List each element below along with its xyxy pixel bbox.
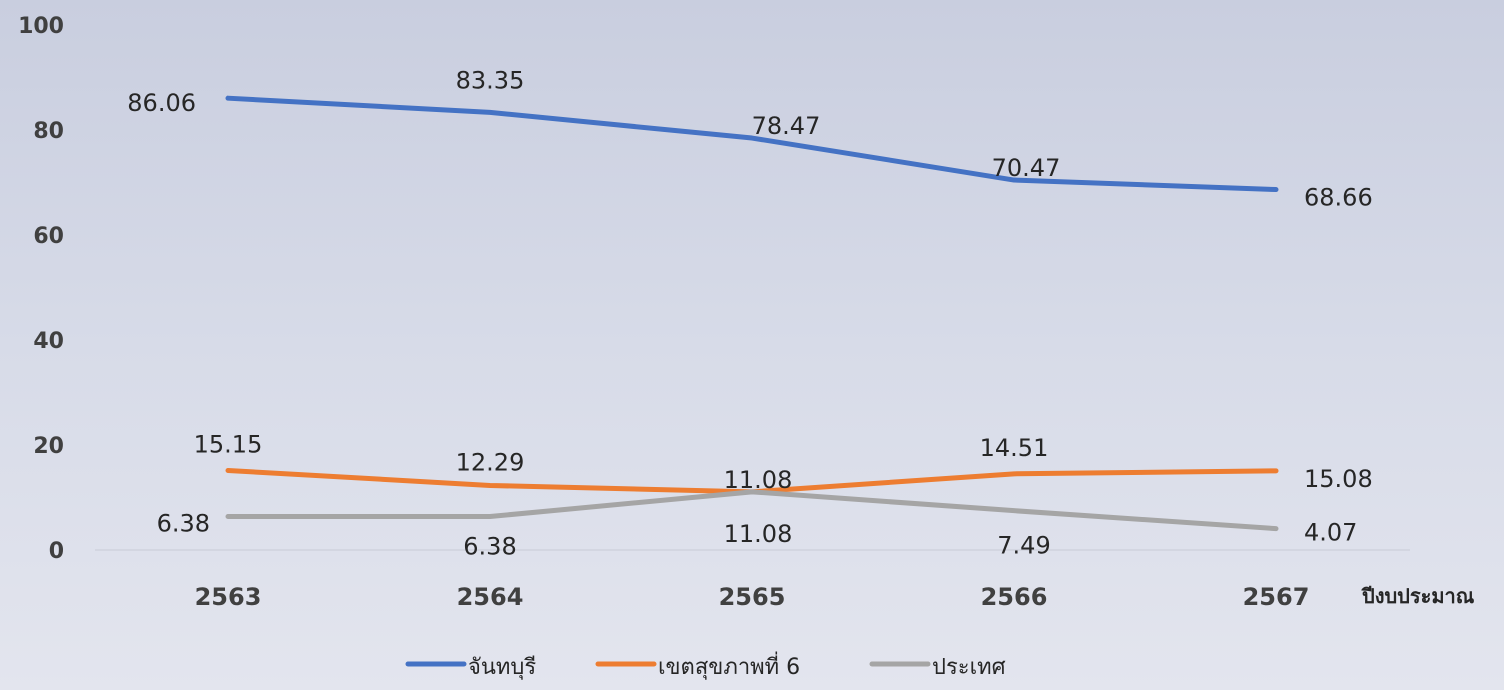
y-tick-label: 40 [33, 329, 64, 354]
data-label: 6.38 [463, 533, 516, 561]
data-label: 83.35 [456, 66, 525, 94]
data-label: 12.29 [456, 448, 525, 476]
y-axis-tick-labels: 0 20 40 60 80 100 [18, 14, 64, 564]
x-axis-title: ปีงบประมาณ [1361, 584, 1475, 608]
x-tick-label: 2567 [1243, 583, 1310, 611]
data-label: 70.47 [992, 154, 1061, 182]
series-lines [225, 95, 1279, 532]
data-label: 15.08 [1304, 465, 1373, 493]
x-tick-label: 2564 [457, 583, 524, 611]
data-label: 4.07 [1304, 519, 1357, 547]
data-label: 15.15 [194, 430, 263, 458]
y-tick-label: 80 [33, 119, 64, 144]
series-line-2 [225, 489, 1279, 532]
legend: จันทบุรี เขตสุขภาพที่ 6 ประเทศ [405, 651, 1006, 680]
data-label: 11.08 [724, 520, 793, 548]
data-label: 78.47 [752, 112, 821, 140]
x-tick-label: 2563 [195, 583, 262, 611]
y-tick-label: 20 [33, 434, 64, 459]
legend-label: จันทบุรี [468, 655, 536, 680]
y-tick-label: 100 [18, 14, 64, 39]
legend-label: เขตสุขภาพที่ 6 [658, 651, 800, 680]
x-axis-tick-labels: 2563 2564 2565 2566 2567 [195, 583, 1310, 611]
x-tick-label: 2566 [981, 583, 1048, 611]
data-label: 6.38 [157, 510, 210, 538]
y-tick-label: 0 [49, 539, 64, 564]
series-line-0 [225, 95, 1279, 193]
x-tick-label: 2565 [719, 583, 786, 611]
data-label: 68.66 [1304, 184, 1373, 212]
data-label: 14.51 [980, 434, 1049, 462]
legend-label: ประเทศ [932, 655, 1006, 680]
data-label: 7.49 [997, 532, 1050, 560]
y-tick-label: 60 [33, 224, 64, 249]
data-label: 86.06 [127, 89, 196, 117]
data-label: 11.08 [724, 466, 793, 494]
data-labels: 86.06 83.35 78.47 70.47 68.66 15.15 12.29 11.08… [127, 66, 1372, 560]
